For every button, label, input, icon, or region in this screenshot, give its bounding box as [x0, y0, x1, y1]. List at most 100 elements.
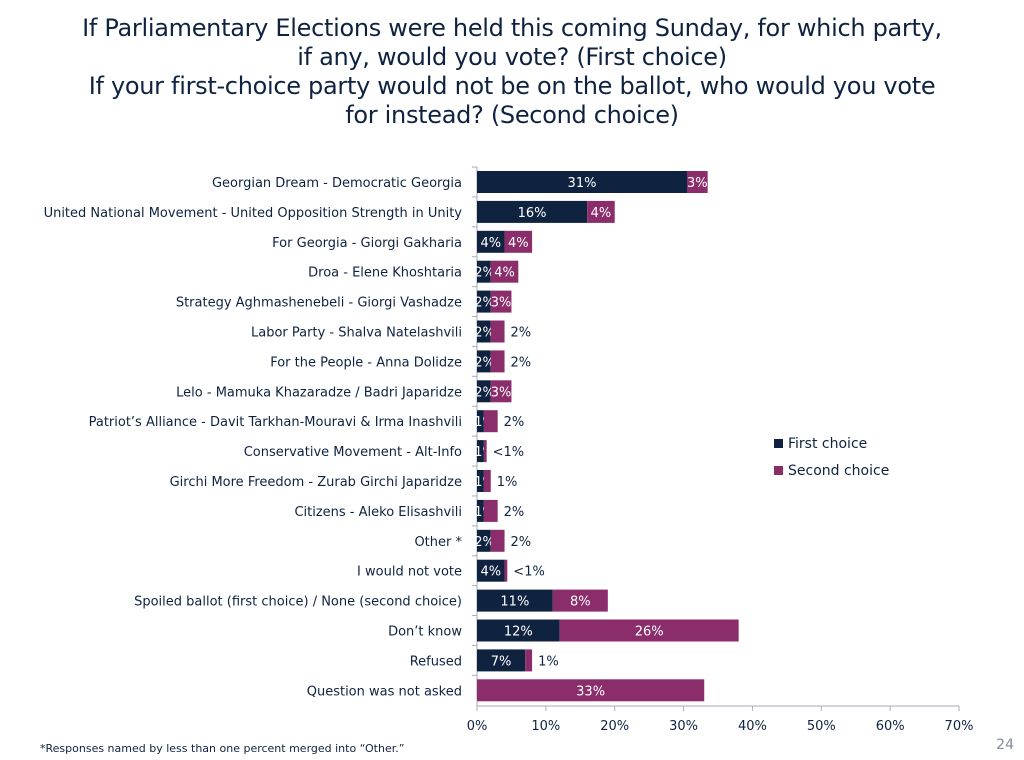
category-label: For Georgia - Giorgi Gakharia	[272, 236, 462, 251]
bar-second-choice	[490, 260, 519, 283]
x-tick-label: 10%	[531, 719, 560, 734]
category-label: Citizens - Aleko Elisashvili	[294, 505, 462, 520]
legend: First choice Second choice	[774, 430, 889, 484]
data-label-second-choice: 8%	[570, 595, 591, 610]
data-label-first-choice: 12%	[504, 625, 533, 640]
legend-item-first-choice: First choice	[774, 430, 889, 457]
x-tick-label: 70%	[945, 719, 974, 734]
data-label-second-choice: <1%	[513, 565, 545, 580]
category-label: Conservative Movement - Alt-Info	[244, 445, 462, 460]
category-label: Refused	[410, 654, 462, 669]
category-label: Droa - Elene Khoshtaria	[308, 266, 462, 281]
bar-second-choice	[490, 290, 512, 313]
page-number: 24	[996, 737, 1014, 753]
bar-second-choice	[490, 529, 505, 552]
bar-second-choice	[587, 200, 615, 223]
category-label: Strategy Aghmashenebeli - Giorgi Vashadz…	[176, 296, 462, 311]
category-label: Georgian Dream - Democratic Georgia	[212, 176, 462, 191]
data-label-first-choice: 2%	[474, 385, 495, 400]
data-label-second-choice: 26%	[635, 625, 664, 640]
bar-first-choice	[477, 440, 484, 463]
data-label-second-choice: 2%	[504, 505, 525, 520]
data-label-second-choice: 1%	[538, 654, 559, 669]
category-label: I would not vote	[357, 565, 462, 580]
bar-second-choice	[687, 171, 708, 193]
data-label-second-choice: 4%	[508, 236, 529, 251]
bar-second-choice	[559, 619, 739, 642]
category-label: For the People - Anna Dolidze	[270, 355, 462, 370]
bar-first-choice	[477, 529, 491, 552]
category-label: Spoiled ballot (first choice) / None (se…	[134, 595, 462, 610]
bar-first-choice	[477, 499, 484, 522]
data-label-first-choice: 2%	[474, 296, 495, 311]
chart-title: If Parliamentary Elections were held thi…	[0, 14, 1024, 130]
data-label-first-choice: 4%	[480, 565, 501, 580]
category-label: Lelo - Mamuka Khazaradze / Badri Japarid…	[176, 385, 462, 400]
x-tick-label: 30%	[669, 719, 698, 734]
data-label-first-choice: 7%	[491, 654, 512, 669]
bar-first-choice	[477, 350, 491, 373]
data-label-second-choice: 3%	[491, 296, 512, 311]
data-label-first-choice: 2%	[474, 355, 495, 370]
bar-second-choice	[490, 350, 505, 373]
bar-first-choice	[477, 649, 526, 672]
bar-second-choice	[504, 230, 533, 253]
bar-first-choice	[477, 470, 484, 492]
category-label: Girchi More Freedom - Zurab Girchi Japar…	[170, 475, 462, 490]
data-label-second-choice: 4%	[591, 206, 612, 221]
legend-label: Second choice	[788, 462, 890, 479]
x-tick-label: 50%	[807, 719, 836, 734]
x-tick-label: 20%	[600, 719, 629, 734]
bar-first-choice	[477, 589, 553, 612]
bar-first-choice	[477, 290, 491, 313]
category-label: United National Movement - United Opposi…	[44, 206, 463, 221]
category-label: Don’t know	[388, 625, 462, 640]
bar-second-choice	[483, 440, 487, 463]
data-label-first-choice: 2%	[474, 535, 495, 550]
legend-swatch-second-choice	[774, 466, 783, 475]
title-line: If Parliamentary Elections were held thi…	[82, 14, 942, 42]
data-label-second-choice: 1%	[497, 475, 518, 490]
bar-first-choice	[477, 619, 560, 642]
data-label-second-choice: 2%	[504, 415, 525, 430]
bar-second-choice	[504, 559, 508, 582]
category-label: Labor Party - Shalva Natelashvili	[251, 326, 462, 341]
data-label-first-choice: 4%	[480, 236, 501, 251]
bar-first-choice	[477, 230, 505, 253]
x-tick-label: 40%	[738, 719, 767, 734]
data-label-second-choice: 3%	[687, 176, 708, 191]
data-label-second-choice: 4%	[494, 266, 515, 281]
bar-first-choice	[477, 320, 491, 343]
bar-first-choice	[477, 410, 484, 433]
data-label-first-choice: 11%	[500, 595, 529, 610]
x-tick-label: 60%	[876, 719, 905, 734]
bar-second-choice	[477, 679, 705, 702]
data-label-second-choice: 2%	[511, 326, 532, 341]
title-line: for instead? (Second choice)	[345, 101, 679, 129]
legend-swatch-first-choice	[774, 439, 783, 448]
category-label: Other *	[414, 535, 462, 550]
title-line: if any, would you vote? (First choice)	[297, 43, 727, 71]
bar-second-choice	[483, 410, 498, 433]
bar-first-choice	[477, 200, 588, 223]
data-label-first-choice: 31%	[568, 176, 597, 191]
bar-first-choice	[477, 171, 688, 193]
data-label-second-choice: 3%	[491, 385, 512, 400]
category-label: Patriot’s Alliance - Davit Tarkhan-Moura…	[89, 415, 462, 430]
data-label-second-choice: 2%	[511, 355, 532, 370]
bar-first-choice	[477, 260, 491, 283]
data-label-first-choice: 2%	[474, 326, 495, 341]
data-label-second-choice: 2%	[511, 535, 532, 550]
legend-item-second-choice: Second choice	[774, 457, 889, 484]
data-label-first-choice: 16%	[518, 206, 547, 221]
data-label-first-choice: 2%	[474, 266, 495, 281]
bar-second-choice	[483, 470, 491, 492]
x-tick-label: 0%	[467, 719, 488, 734]
bar-second-choice	[490, 320, 505, 343]
legend-label: First choice	[788, 435, 868, 452]
bar-second-choice	[490, 380, 512, 403]
footnote: *Responses named by less than one percen…	[40, 742, 405, 755]
bar-second-choice	[525, 649, 533, 672]
data-label-second-choice: 33%	[576, 684, 605, 699]
